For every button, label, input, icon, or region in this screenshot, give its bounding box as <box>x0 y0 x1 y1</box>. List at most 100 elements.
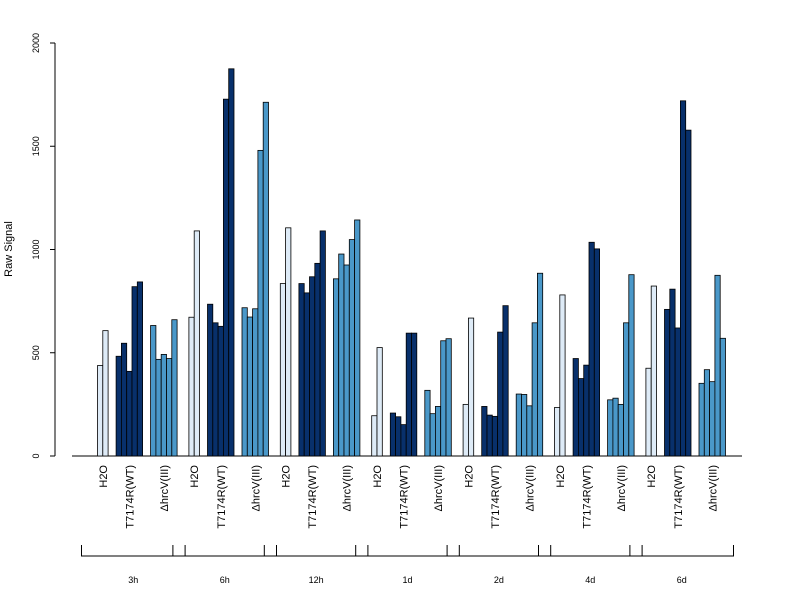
group-brackets: 3h 6h 12h 1d 2d 4d 6d <box>81 545 734 585</box>
bar <box>674 327 681 457</box>
bar <box>298 283 305 457</box>
bar <box>262 101 269 457</box>
group-bracket <box>355 545 460 557</box>
bar <box>241 307 248 457</box>
bar <box>515 393 522 457</box>
y-tick-label: 1000 <box>31 239 41 259</box>
bar <box>554 407 561 457</box>
bar <box>228 68 235 457</box>
bar <box>160 353 167 457</box>
bar <box>429 413 436 457</box>
y-tick-label: 500 <box>31 345 41 360</box>
bar <box>126 370 133 457</box>
bar <box>411 332 418 457</box>
group-label: 6h <box>220 575 230 585</box>
bar <box>645 367 652 457</box>
bar <box>628 274 635 457</box>
bar <box>440 340 447 457</box>
bar <box>709 381 716 457</box>
bar <box>467 317 475 457</box>
x-tick-label: T7174R(WT) <box>399 465 411 529</box>
bar <box>166 358 173 457</box>
x-tick-label: H2O <box>463 465 475 488</box>
bar <box>583 364 590 457</box>
bar <box>121 342 128 457</box>
bar <box>559 294 566 457</box>
bar <box>424 389 431 457</box>
group-label: 2d <box>494 575 504 585</box>
x-tick-label: ΔhrcV(III) <box>433 465 445 511</box>
bar <box>650 285 657 457</box>
x-tick-label: H2O <box>189 465 201 488</box>
bar <box>171 319 178 457</box>
bar <box>714 274 721 457</box>
group-bracket <box>629 545 734 557</box>
bar <box>481 406 488 457</box>
bar <box>491 415 498 457</box>
bar <box>332 278 340 457</box>
bar <box>502 305 509 457</box>
bar <box>434 406 442 457</box>
bar <box>309 276 316 457</box>
bar <box>279 283 286 457</box>
bar <box>486 414 493 457</box>
group-label: 3h <box>128 575 138 585</box>
x-tick-label: H2O <box>281 465 293 488</box>
bar <box>521 394 528 457</box>
x-tick-label: ΔhrcV(III) <box>707 465 719 511</box>
group-bracket <box>81 545 186 557</box>
group-bracket <box>263 545 369 557</box>
x-tick-label: T7174R(WT) <box>124 465 136 529</box>
group-label: 1d <box>402 575 412 585</box>
bar <box>285 227 292 457</box>
x-tick-label: T7174R(WT) <box>673 465 685 529</box>
bar <box>612 397 619 457</box>
x-tick-label: ΔhrcV(III) <box>250 465 262 511</box>
bar <box>212 322 219 457</box>
x-tick-label: H2O <box>646 465 658 488</box>
x-tick-label: T7174R(WT) <box>307 465 319 529</box>
bar <box>155 358 162 457</box>
bar <box>400 424 407 457</box>
category-labels: H2O T7174R(WT) ΔhrcV(III) H2O T7174R(WT) Δhrc… <box>98 465 719 529</box>
y-tick-label: 0 <box>31 453 41 458</box>
bar <box>217 325 224 457</box>
x-tick-label: T7174R(WT) <box>581 465 593 529</box>
bar <box>319 230 326 457</box>
x-tick-label: ΔhrcV(III) <box>342 465 354 511</box>
bar <box>389 412 396 457</box>
bar <box>445 338 452 457</box>
group-bracket <box>538 545 643 557</box>
bar <box>531 322 538 457</box>
bar <box>703 369 710 457</box>
bar <box>303 292 310 457</box>
y-axis: 0 500 1000 1500 2000 <box>31 33 56 459</box>
bar <box>257 149 264 457</box>
bar <box>371 415 378 457</box>
bar <box>102 330 109 457</box>
x-tick-label: H2O <box>98 465 110 488</box>
bar <box>188 316 195 457</box>
bar <box>588 241 595 457</box>
bar <box>537 272 544 457</box>
y-tick-label: 2000 <box>31 33 41 53</box>
bar <box>623 322 630 457</box>
x-tick-label: ΔhrcV(III) <box>524 465 536 511</box>
bar <box>338 253 345 457</box>
bar <box>348 239 355 457</box>
bar <box>131 286 138 457</box>
bar <box>572 358 579 457</box>
bar <box>376 347 383 457</box>
x-tick-label: H2O <box>372 465 384 488</box>
bar <box>193 230 200 457</box>
bar <box>395 416 402 457</box>
group-label: 4d <box>585 575 595 585</box>
x-tick-label: H2O <box>555 465 567 488</box>
x-tick-label: ΔhrcV(III) <box>616 465 628 511</box>
bar <box>680 100 687 457</box>
bar <box>150 325 157 457</box>
bar <box>593 248 600 457</box>
bar <box>136 281 144 457</box>
bar <box>405 332 412 457</box>
bar <box>664 308 671 457</box>
